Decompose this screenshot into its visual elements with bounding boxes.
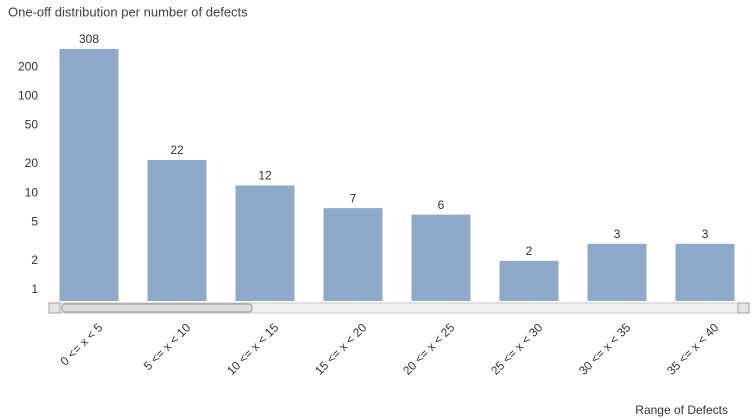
value-label: 7 [350,191,357,205]
value-label: 3 [702,227,709,241]
x-tick-label: 20 <= x < 25 [400,320,458,378]
value-label: 6 [438,198,445,212]
bar [675,243,735,301]
x-axis-label: Range of Defects [635,403,728,417]
bar [59,48,119,301]
x-tick-label: 5 <= x < 10 [141,320,194,373]
value-label: 3 [614,227,621,241]
bar [147,159,207,301]
y-tick-label: 50 [25,118,39,132]
x-tick-label: 30 <= x < 35 [576,320,634,378]
value-label: 2 [526,244,533,258]
scroll-left[interactable] [48,302,61,314]
scroll-right[interactable] [737,302,750,314]
y-tick-label: 5 [31,214,38,228]
scrollbar[interactable] [48,302,750,314]
chart-title: One-off distribution per number of defec… [8,4,248,19]
value-label: 12 [258,169,272,183]
x-tick-label: 25 <= x < 30 [488,320,546,378]
x-tick-label: 35 <= x < 40 [664,320,722,378]
bar [235,185,295,301]
y-tick-label: 100 [18,88,38,102]
x-tick-label: 0 <= x < 5 [57,320,105,368]
scroll-thumb[interactable] [61,303,253,313]
y-tick-label: 2 [31,253,38,267]
bar [499,260,559,301]
x-tick-label: 10 <= x < 15 [224,320,282,378]
y-tick-label: 1 [31,282,38,296]
x-tick-label: 15 <= x < 20 [312,320,370,378]
value-label: 308 [79,32,99,46]
bar [323,208,383,301]
bar [411,214,471,301]
y-tick-label: 20 [25,156,39,170]
value-label: 22 [170,143,184,157]
y-tick-label: 10 [25,185,39,199]
bar [587,243,647,301]
y-tick-label: 200 [18,59,38,73]
